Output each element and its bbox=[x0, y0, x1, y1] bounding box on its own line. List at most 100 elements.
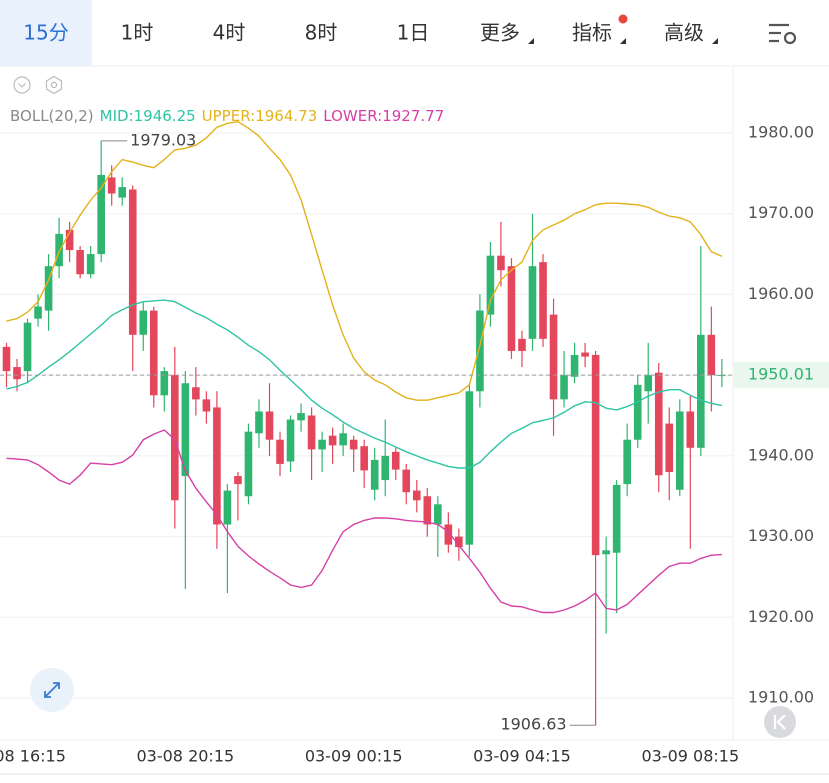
candle-body bbox=[623, 439, 631, 485]
y-tick-label: 1920.00 bbox=[748, 607, 814, 626]
candle-body bbox=[707, 334, 716, 376]
candle-body bbox=[391, 451, 400, 470]
candle-body bbox=[686, 411, 695, 448]
candle-body bbox=[602, 550, 610, 555]
candle-body bbox=[76, 250, 84, 275]
boll-line bbox=[6, 429, 722, 614]
candle-body bbox=[476, 310, 484, 392]
candle-body bbox=[654, 372, 663, 476]
settings-icon[interactable] bbox=[769, 23, 797, 45]
y-tick-label: 1930.00 bbox=[748, 526, 814, 545]
tab[interactable]: 更多 bbox=[480, 21, 520, 45]
last-price-label: 1950.01 bbox=[748, 365, 814, 384]
tab[interactable]: 1日 bbox=[397, 21, 430, 45]
dropdown-arrow bbox=[528, 38, 534, 44]
candle-body bbox=[697, 334, 705, 448]
candle-body bbox=[318, 439, 326, 450]
tab[interactable]: 15分 bbox=[23, 21, 68, 45]
candle-body bbox=[244, 431, 253, 497]
tab-bar bbox=[0, 0, 829, 66]
candle-body bbox=[297, 413, 305, 421]
tab[interactable]: 1时 bbox=[121, 21, 154, 45]
candle-body bbox=[86, 254, 95, 275]
x-tick-label: 03-09 08:15 bbox=[641, 747, 739, 766]
candle-body bbox=[223, 490, 232, 525]
candle-body bbox=[633, 384, 642, 440]
legend-entry: MID:1946.25 bbox=[100, 107, 196, 125]
y-tick-label: 1960.00 bbox=[748, 284, 814, 303]
candle-body bbox=[444, 524, 453, 545]
candle-body bbox=[381, 455, 390, 481]
candle-body bbox=[412, 490, 421, 501]
candle-body bbox=[234, 476, 242, 485]
indicator-legend: BOLL(20,2) MID:1946.25 UPPER:1964.73 LOWER:… bbox=[10, 107, 444, 125]
candle-body bbox=[528, 266, 537, 339]
candle-body bbox=[518, 338, 526, 351]
candle-body bbox=[644, 375, 653, 392]
candle-body bbox=[23, 322, 32, 372]
candle-body bbox=[276, 439, 284, 464]
candle-body bbox=[55, 233, 63, 267]
boll-line bbox=[6, 299, 723, 469]
candle-body bbox=[307, 415, 316, 450]
max-label: 1979.03 bbox=[130, 130, 196, 149]
candle-body bbox=[349, 439, 358, 450]
candle-body bbox=[213, 407, 221, 525]
candle-body bbox=[665, 423, 674, 473]
candle-body bbox=[97, 174, 105, 255]
tab[interactable]: 4时 bbox=[213, 21, 246, 45]
candle-body bbox=[192, 387, 200, 400]
candle-body bbox=[107, 177, 116, 194]
candle-body bbox=[455, 536, 463, 548]
candle-body bbox=[612, 484, 621, 553]
dropdown-arrow bbox=[620, 38, 626, 44]
indicator-name: BOLL(20,2) bbox=[10, 107, 94, 125]
candle-body bbox=[65, 229, 74, 251]
back-to-latest-button[interactable] bbox=[764, 706, 796, 738]
min-label: 1906.63 bbox=[500, 715, 566, 734]
candle-body bbox=[402, 469, 411, 493]
tab[interactable]: 8时 bbox=[305, 21, 338, 45]
candle-body bbox=[328, 435, 337, 446]
candle-body bbox=[360, 446, 368, 471]
y-tick-label: 1980.00 bbox=[748, 122, 814, 141]
tab[interactable]: 指标 bbox=[572, 21, 612, 45]
candle-body bbox=[34, 306, 42, 319]
candle-body bbox=[675, 411, 684, 490]
dropdown-arrow bbox=[712, 38, 718, 44]
candle-body bbox=[581, 352, 589, 357]
candle-body bbox=[549, 314, 558, 400]
candle-body bbox=[149, 310, 158, 396]
x-tick-label: 03-09 04:15 bbox=[473, 747, 571, 766]
candle-body bbox=[339, 433, 347, 446]
boll-line bbox=[6, 120, 723, 401]
candle-body bbox=[160, 371, 169, 396]
notification-dot bbox=[618, 14, 628, 24]
candle-body bbox=[255, 411, 263, 434]
candle-body bbox=[423, 496, 432, 525]
settings-hex-icon[interactable] bbox=[45, 75, 63, 95]
candle-body bbox=[286, 419, 295, 462]
active-tab-bg bbox=[0, 0, 92, 66]
legend-entry: UPPER:1964.73 bbox=[202, 107, 318, 125]
candle-body bbox=[265, 411, 274, 440]
candle-body bbox=[181, 383, 190, 477]
y-tick-label: 1940.00 bbox=[748, 445, 814, 464]
candle-body bbox=[539, 262, 547, 339]
candle-body bbox=[370, 459, 379, 490]
expand-button[interactable] bbox=[30, 668, 74, 712]
last-price-bg bbox=[734, 362, 829, 389]
candle-body bbox=[434, 504, 442, 525]
candle-body bbox=[13, 367, 21, 380]
y-tick-label: 1970.00 bbox=[748, 203, 814, 222]
candle-body bbox=[171, 375, 179, 501]
candle-body bbox=[139, 310, 148, 335]
collapse-icon[interactable] bbox=[13, 76, 31, 94]
candle-body bbox=[570, 354, 579, 377]
tab[interactable]: 高级 bbox=[664, 21, 704, 45]
candle-body bbox=[497, 255, 505, 271]
candle-body bbox=[44, 266, 53, 311]
x-tick-label: 03-09 00:15 bbox=[305, 747, 403, 766]
